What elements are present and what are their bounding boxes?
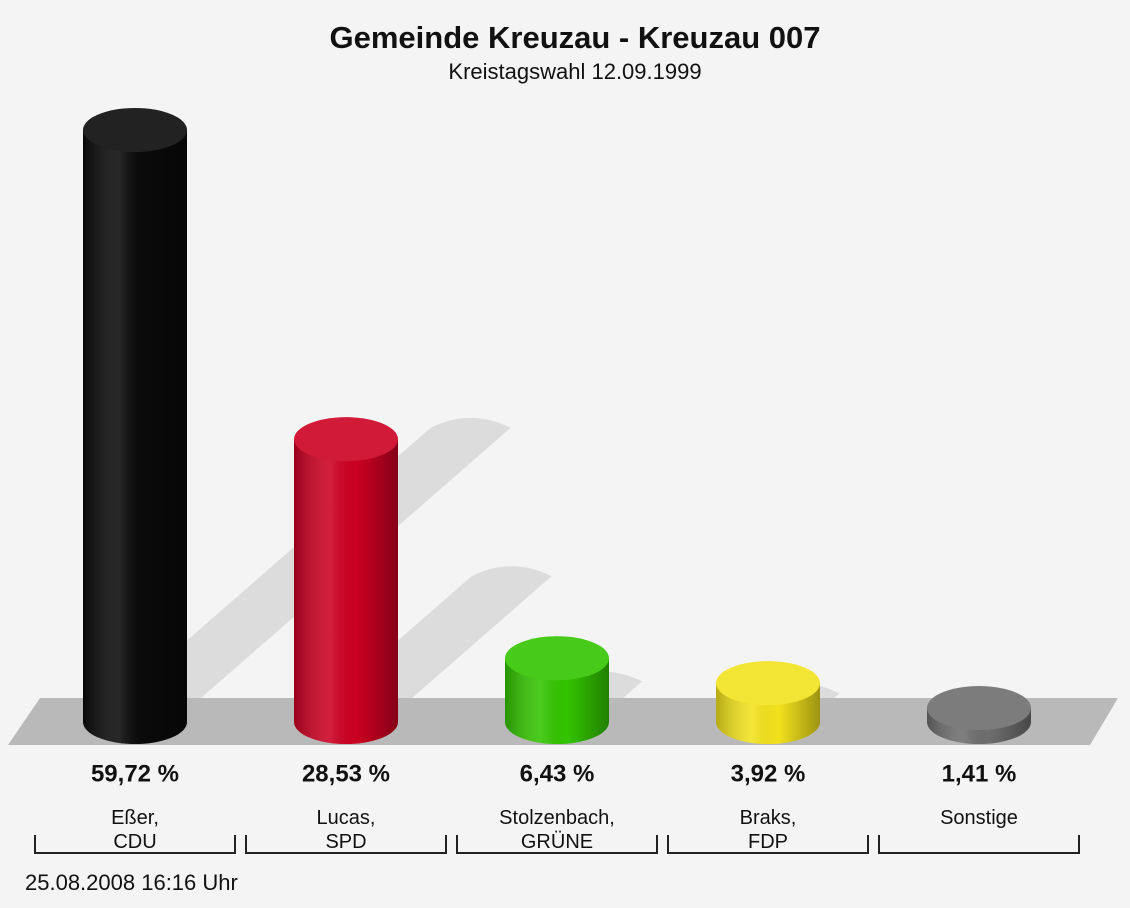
bar-body-shade (83, 130, 187, 744)
category-bracket (34, 835, 236, 854)
category-bracket (456, 835, 658, 854)
bar-body-shade (294, 439, 398, 744)
bar (927, 686, 1031, 744)
category-label: Lucas, SPD (316, 807, 376, 853)
value-label: 6,43 % (520, 760, 595, 787)
bar-top-highlight (505, 636, 609, 681)
bar-top-highlight (294, 417, 398, 462)
footer: 25.08.2008 16:16 Uhr (25, 870, 238, 895)
bar (83, 108, 187, 744)
bar (716, 661, 820, 744)
category-label: Stolzenbach, GRÜNE (499, 807, 615, 853)
bar-body-shade (505, 658, 609, 744)
value-label: 3,92 % (731, 760, 806, 787)
category-label: Eßer, CDU (111, 807, 159, 853)
bar-top (716, 661, 820, 706)
bar-top-highlight (716, 661, 820, 706)
bar (505, 636, 609, 744)
chart-subtitle: Kreistagswahl 12.09.1999 (448, 59, 701, 84)
value-label: 59,72 % (91, 760, 179, 787)
bar-top (83, 108, 187, 152)
bar-top (505, 636, 609, 681)
category-bracket (667, 835, 869, 854)
value-label: 1,41 % (942, 760, 1017, 787)
bar-top-highlight (83, 108, 187, 152)
value-label: 28,53 % (302, 760, 390, 787)
category-label: Sonstige (940, 807, 1018, 829)
bar (294, 417, 398, 744)
bar-top (294, 417, 398, 462)
category-label: Braks, FDP (739, 807, 797, 853)
chart-title: Gemeinde Kreuzau - Kreuzau 007 (330, 20, 821, 55)
bar-top (927, 686, 1031, 731)
bar-top-highlight (927, 686, 1031, 731)
category-bracket (878, 835, 1080, 854)
category-bracket (245, 835, 447, 854)
